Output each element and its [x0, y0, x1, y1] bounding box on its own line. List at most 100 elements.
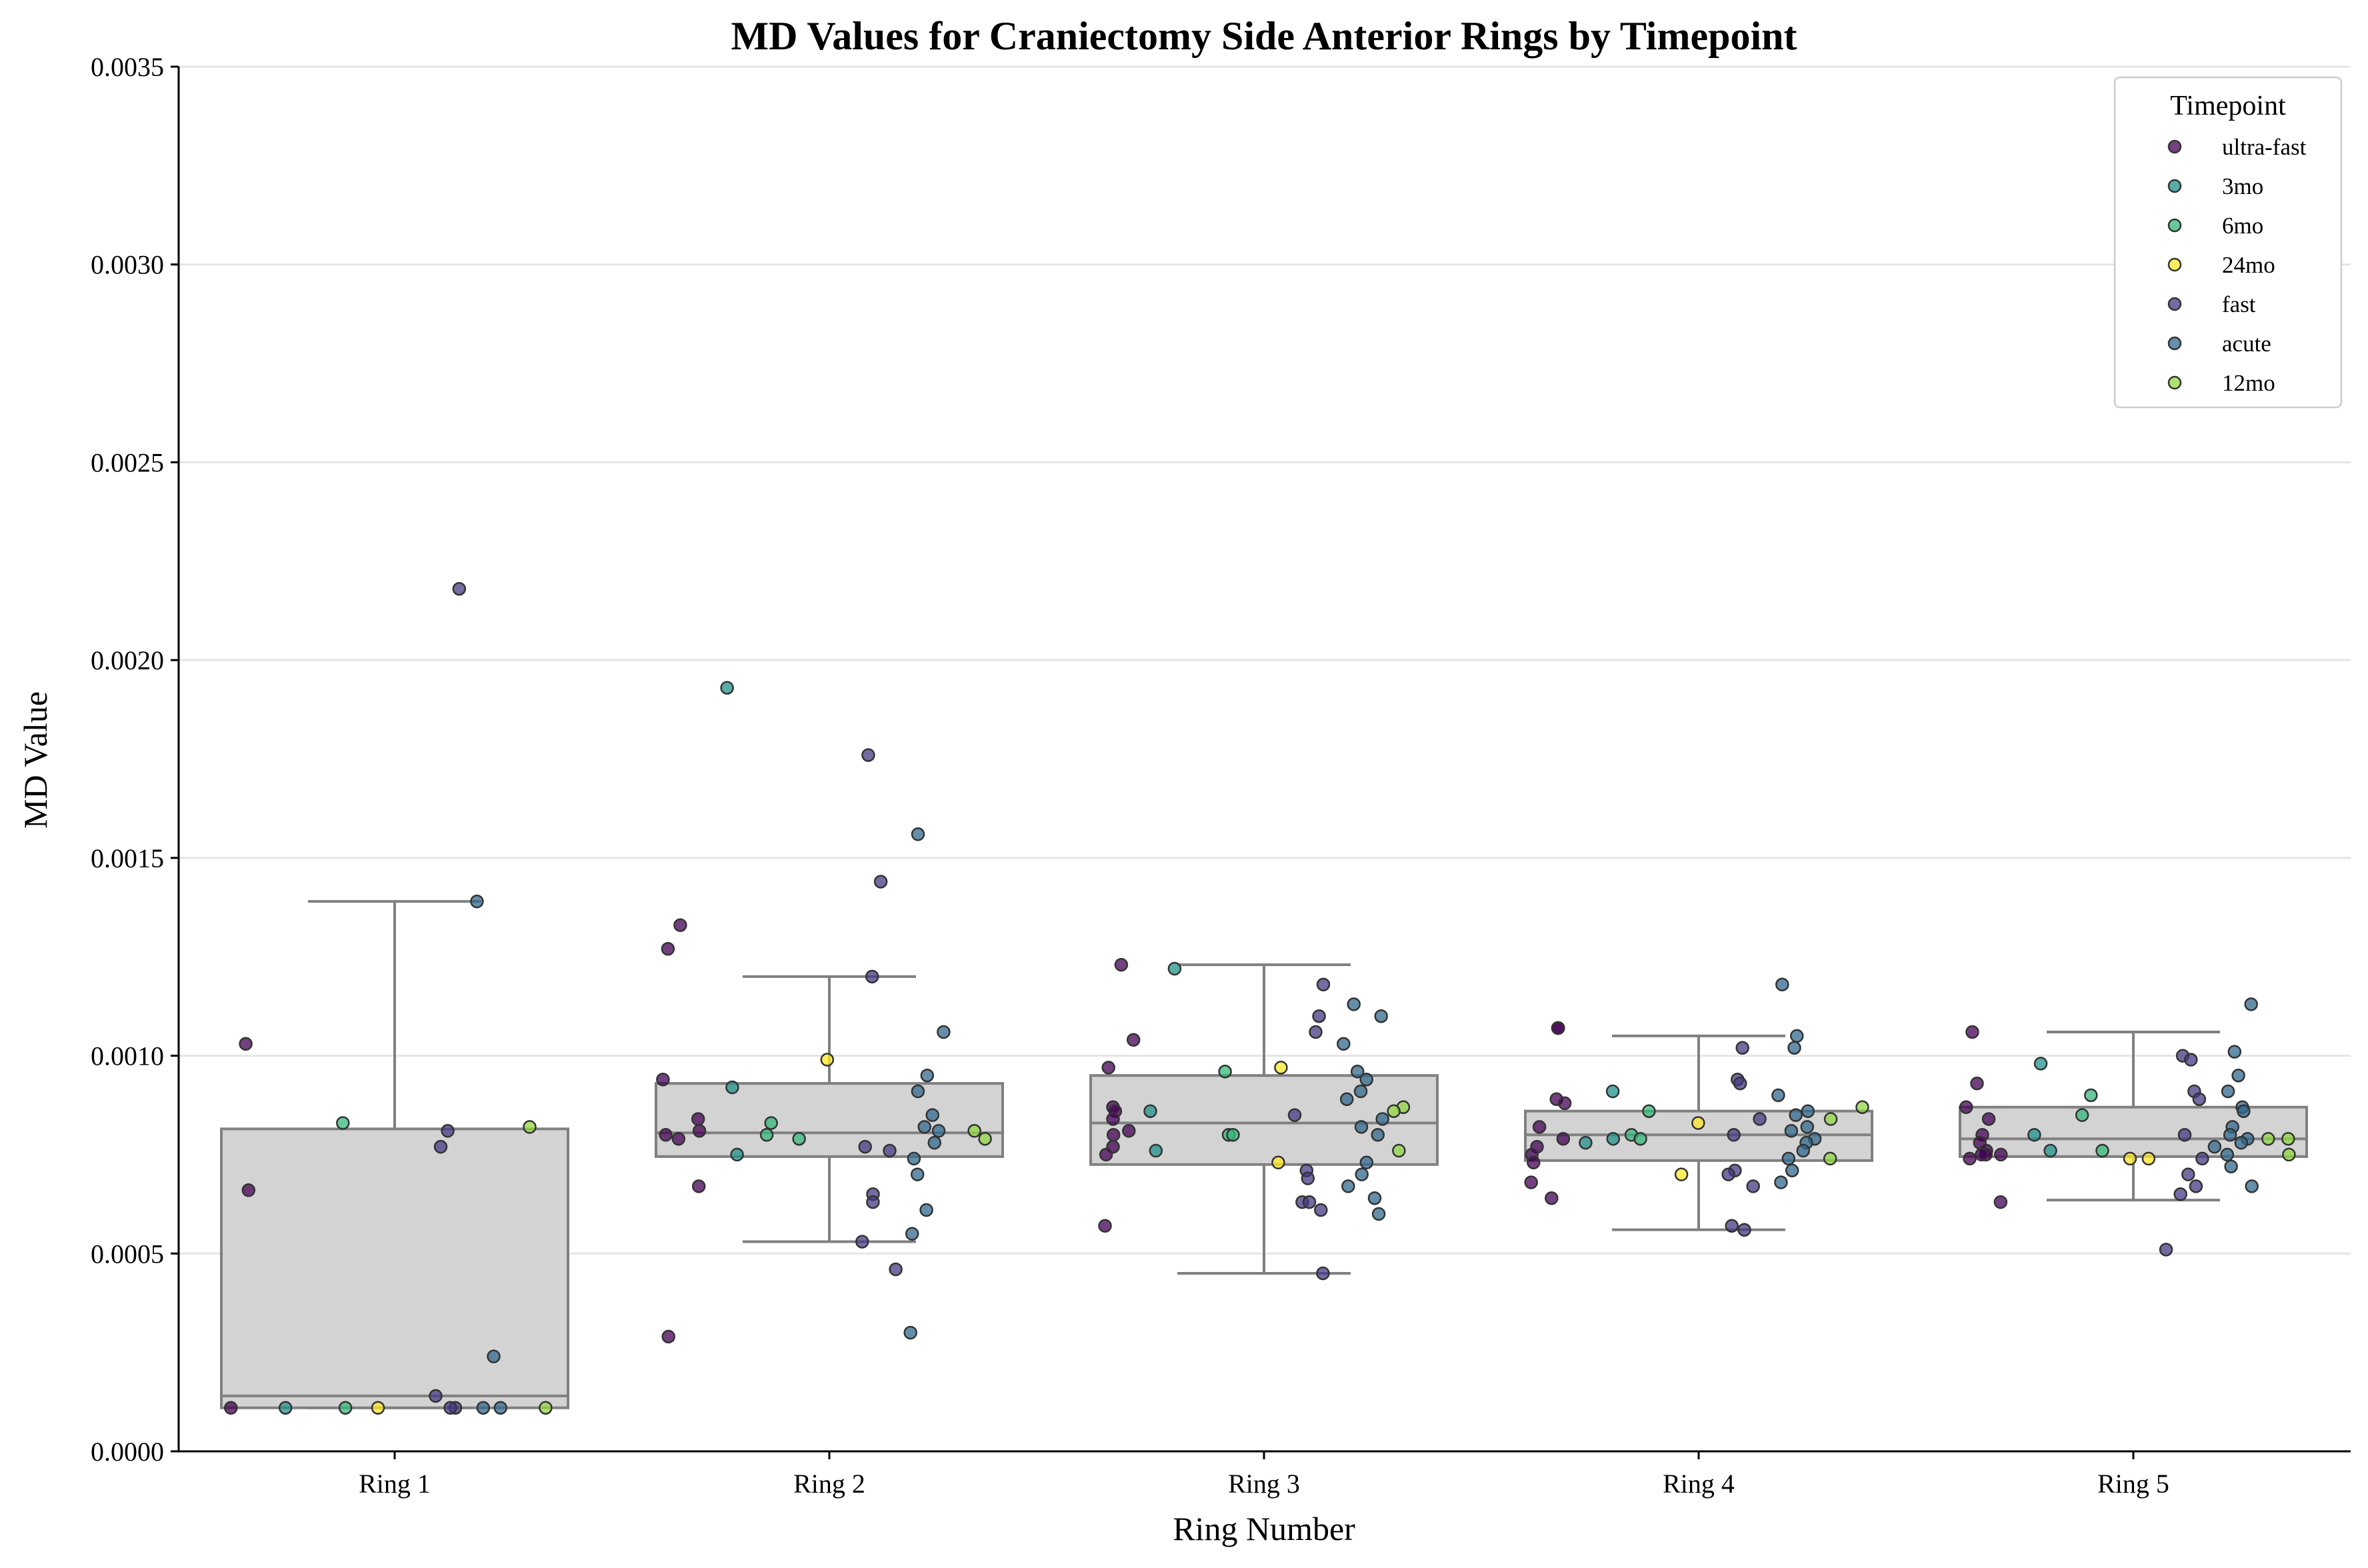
chart-title: MD Values for Craniectomy Side Anterior …	[731, 14, 1797, 58]
data-point-ultra-fast	[1993, 1195, 2008, 1209]
box-5	[1959, 1030, 2308, 1202]
legend-marker	[2167, 179, 2182, 193]
data-point-fast	[2173, 1187, 2187, 1201]
x-tick-label: Ring 1	[359, 1469, 431, 1499]
data-point-acute	[925, 1108, 939, 1122]
data-point-acute	[1789, 1108, 1803, 1122]
data-point-acute	[2207, 1139, 2222, 1154]
data-point-fast	[2181, 1167, 2195, 1181]
data-point-12mo	[2282, 1147, 2296, 1162]
legend-label: 24mo	[2222, 252, 2275, 278]
data-point-acute	[920, 1068, 935, 1083]
data-point-fast	[1309, 1025, 1323, 1039]
legend-marker	[2167, 336, 2182, 351]
data-point-6mo	[792, 1131, 806, 1146]
data-point-ultra-fast	[691, 1179, 706, 1193]
x-tick-label: Ring 5	[2097, 1469, 2169, 1499]
data-point-fast	[2159, 1243, 2173, 1257]
data-point-fast	[1721, 1167, 1735, 1181]
data-point-ultra-fast	[656, 1072, 670, 1087]
data-point-24mo	[1274, 1061, 1288, 1075]
data-point-acute	[917, 1120, 931, 1134]
data-point-acute	[1354, 1120, 1369, 1134]
data-point-acute	[1347, 997, 1361, 1011]
data-point-fast	[866, 1195, 880, 1209]
data-point-3mo	[1143, 1104, 1157, 1118]
data-point-ultra-fast	[1532, 1120, 1547, 1134]
data-point-3mo	[2027, 1128, 2041, 1142]
legend-marker	[2167, 297, 2182, 311]
legend-label: 12mo	[2222, 370, 2275, 396]
box-3	[1089, 963, 1439, 1275]
data-point-fast	[1735, 1041, 1749, 1055]
data-point-ultra-fast	[1963, 1151, 1977, 1166]
data-point-6mo	[764, 1116, 778, 1130]
data-point-3mo	[1605, 1084, 1620, 1099]
legend-entry-24mo: 24mo	[2167, 252, 2275, 278]
data-point-3mo	[278, 1401, 293, 1415]
data-point-ultra-fast	[1981, 1112, 1996, 1126]
data-point-3mo	[2033, 1057, 2048, 1071]
data-point-ultra-fast	[1551, 1021, 1565, 1035]
y-tick-label: 0.0035	[91, 52, 164, 82]
data-point-fast	[1746, 1179, 1760, 1193]
data-point-acute	[1800, 1120, 1815, 1134]
data-point-ultra-fast	[1975, 1147, 1989, 1162]
data-point-acute	[1367, 1191, 1382, 1205]
box-plots	[220, 900, 2308, 1409]
data-point-12mo	[2281, 1131, 2295, 1146]
data-point-3mo	[2043, 1143, 2057, 1158]
data-point-acute	[1355, 1167, 1369, 1181]
data-point-acute	[1771, 1088, 1785, 1103]
legend-marker	[2167, 257, 2182, 272]
data-point-ultra-fast	[673, 918, 687, 932]
data-point-fast	[873, 875, 888, 889]
data-point-acute	[493, 1401, 508, 1415]
iqr-box	[655, 1082, 1004, 1158]
data-point-acute	[1359, 1072, 1373, 1087]
y-tick-label: 0.0030	[91, 250, 164, 280]
data-point-acute	[2245, 1179, 2259, 1193]
data-point-acute	[907, 1151, 921, 1166]
data-point-6mo	[336, 1116, 350, 1130]
legend-label: ultra-fast	[2222, 134, 2307, 160]
data-point-acute	[919, 1203, 933, 1217]
data-point-ultra-fast	[1557, 1096, 1572, 1111]
data-point-24mo	[2123, 1151, 2137, 1166]
legend-entry-12mo: 12mo	[2167, 370, 2275, 396]
data-point-fast	[429, 1389, 443, 1403]
data-point-fast	[452, 582, 467, 596]
data-point-fast	[1316, 1266, 1330, 1281]
data-point-acute	[931, 1124, 946, 1138]
data-point-acute	[1359, 1155, 1374, 1170]
data-point-fast	[433, 1139, 448, 1154]
y-tick-label: 0.0020	[91, 645, 164, 675]
x-axis-label: Ring Number	[1173, 1510, 1355, 1547]
legend-entry-fast: fast	[2167, 291, 2256, 317]
data-point-6mo	[1226, 1128, 1240, 1142]
y-tick-label: 0.0000	[91, 1437, 164, 1467]
data-point-12mo	[978, 1131, 992, 1146]
data-point-24mo	[2141, 1151, 2156, 1166]
data-point-acute	[2221, 1084, 2235, 1099]
data-point-12mo	[1823, 1112, 1838, 1126]
data-point-24mo	[820, 1053, 835, 1067]
data-point-ultra-fast	[692, 1124, 707, 1138]
legend-label: 6mo	[2222, 213, 2263, 239]
data-point-12mo	[967, 1124, 981, 1138]
y-tick-label: 0.0015	[91, 843, 164, 873]
data-point-acute	[1785, 1163, 1799, 1177]
data-point-fast	[2184, 1053, 2198, 1067]
data-point-fast	[2189, 1179, 2203, 1193]
data-point-fast	[1727, 1128, 1741, 1142]
legend: Timepoint ultra-fast 3mo 6mo 24mo fast acute 1…	[2113, 76, 2343, 409]
data-point-24mo	[371, 1401, 385, 1415]
data-point-fast	[1312, 1009, 1326, 1023]
box-1	[220, 900, 569, 1409]
data-point-ultra-fast	[1527, 1155, 1541, 1170]
data-point-acute	[927, 1135, 941, 1150]
data-point-acute	[476, 1401, 491, 1415]
data-point-acute	[1796, 1143, 1811, 1158]
data-point-ultra-fast	[224, 1401, 238, 1415]
